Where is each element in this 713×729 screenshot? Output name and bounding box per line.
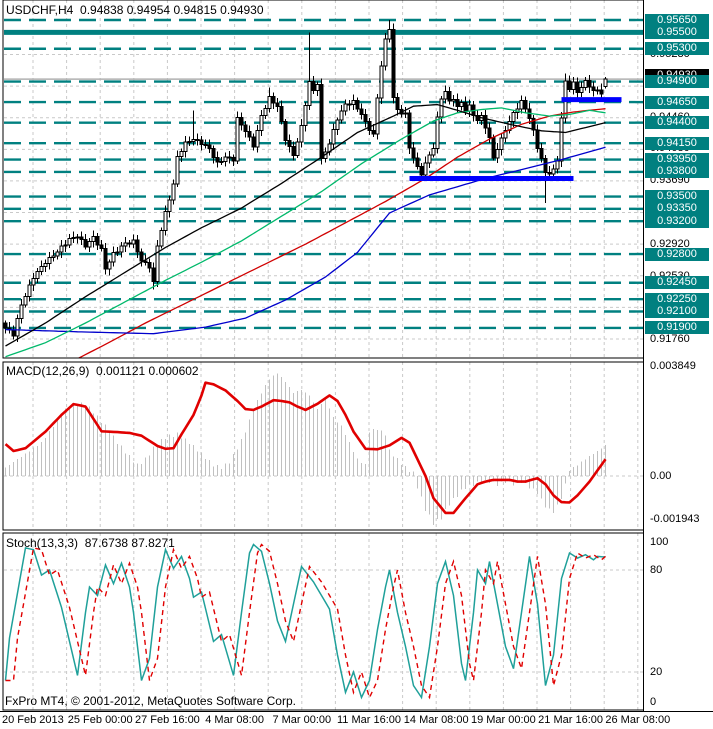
price-level-box: 0.93800	[645, 165, 709, 178]
stoch-panel[interactable]	[4, 533, 643, 710]
macd-scale-label: -0.001943	[650, 513, 700, 525]
price-level-box: 0.94650	[645, 96, 709, 109]
stoch-scale-label: 100	[650, 536, 669, 548]
copyright-text: FxPro MT4, © 2001-2012, MetaQuotes Softw…	[5, 694, 296, 708]
price-level-box: 0.94900	[645, 75, 709, 88]
ma-green	[5, 107, 606, 358]
price-level-box: 0.94400	[645, 116, 709, 129]
stoch-scale-label: 0	[650, 696, 657, 708]
stoch-scale-label: 20	[650, 666, 663, 678]
macd-scale-label: 0.003849	[650, 360, 696, 372]
price-scale[interactable]: 0.952300.944600.940800.936900.929200.925…	[644, 0, 713, 711]
price-tick-label: 0.91760	[650, 333, 690, 345]
time-axis-label: 27 Feb 16:00	[134, 714, 200, 726]
candlesticks	[3, 20, 608, 343]
panel-border	[2, 532, 645, 711]
time-axis-label: 21 Mar 16:00	[538, 714, 604, 726]
price-level-box: 0.92800	[645, 248, 709, 261]
macd-scale-label: 0.00	[650, 470, 672, 482]
ohlc-values-label: 0.94838 0.94954 0.94815 0.94930	[80, 3, 264, 17]
macd-values-label: 0.001121 0.000602	[96, 364, 199, 378]
macd-histogram	[5, 373, 606, 525]
price-level-box: 0.95300	[645, 42, 709, 55]
price-level-box: 0.95500	[645, 26, 709, 39]
stoch-title: Stoch(13,3,3) 87.6738 87.8271	[6, 536, 175, 550]
time-axis-label: 4 Mar 08:00	[205, 714, 264, 726]
time-axis-label: 20 Feb 2013	[2, 714, 64, 726]
price-level-box: 0.94150	[645, 137, 709, 150]
price-level-box: 0.93200	[645, 215, 709, 228]
macd-indicator-label: MACD(12,26,9)	[6, 364, 90, 378]
price-tick-label: 0.92920	[650, 238, 690, 250]
main-panel[interactable]	[3, 0, 643, 385]
ma-red	[77, 108, 606, 358]
time-axis-label: 19 Mar 00:00	[470, 714, 536, 726]
macd-title: MACD(12,26,9) 0.001121 0.000602	[6, 364, 199, 378]
stoch-d-line	[5, 543, 606, 700]
time-axis-label: 26 Mar 08:00	[605, 714, 671, 726]
price-level-box: 0.92450	[645, 276, 709, 289]
time-axis[interactable]: 20 Feb 2013 25 Feb 00:00 27 Feb 16:00 4 Mar…	[0, 712, 713, 729]
price-level-box: 0.93500	[645, 190, 709, 203]
price-level-box: 0.91900	[645, 321, 709, 334]
price-level-box: 0.93950	[645, 153, 709, 166]
macd-panel[interactable]	[4, 362, 643, 530]
time-axis-label: 25 Feb 00:00	[67, 714, 133, 726]
ma-black	[5, 103, 606, 347]
time-axis-label: 14 Mar 08:00	[403, 714, 469, 726]
stoch-scale-label: 80	[650, 564, 663, 576]
price-level-box: 0.92250	[645, 293, 709, 306]
price-level-box: 0.93350	[645, 202, 709, 215]
chart-title: USDCHF,H4 0.94838 0.94954 0.94815 0.9493…	[6, 3, 264, 17]
price-level-box: 0.92100	[645, 305, 709, 318]
stoch-values-label: 87.6738 87.8271	[84, 536, 175, 550]
price-level-box: 0.95650	[645, 14, 709, 27]
time-axis-label: 7 Mar 00:00	[272, 714, 332, 726]
symbol-period-label: USDCHF,H4	[6, 3, 74, 17]
macd-signal-line	[4, 381, 607, 515]
stoch-indicator-label: Stoch(13,3,3)	[6, 536, 79, 550]
stoch-k-line	[4, 543, 606, 700]
time-axis-label: 11 Mar 16:00	[336, 714, 402, 726]
ma-blue	[5, 146, 606, 335]
panel-border	[2, 361, 645, 531]
